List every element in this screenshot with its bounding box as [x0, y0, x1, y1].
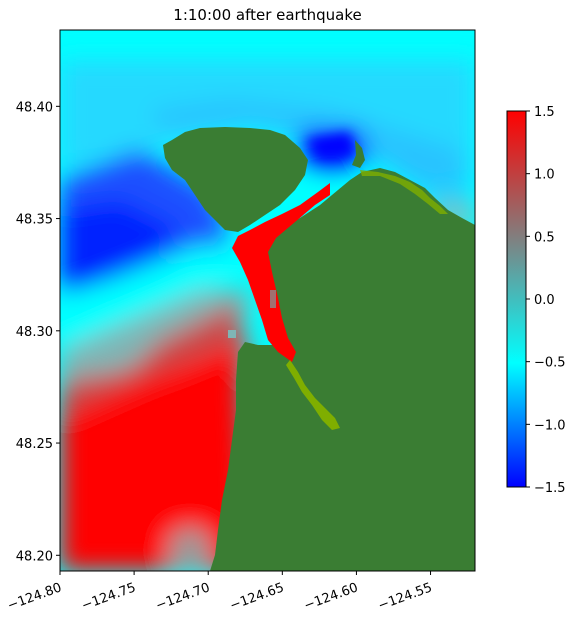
- x-tick-label: −124.75: [80, 580, 138, 613]
- wave-field: [60, 60, 475, 571]
- inlet-patch: [270, 290, 276, 308]
- colorbar-tick-label: 0.5: [534, 230, 555, 245]
- y-tick-label: 48.25: [16, 437, 53, 452]
- blue-pocket: [305, 132, 355, 158]
- colorbar-tick-label: −0.5: [534, 356, 566, 371]
- colorbar: [507, 111, 526, 487]
- colorbar-tick-label: −1.5: [534, 481, 566, 496]
- colorbar-tick-label: 1.5: [534, 105, 555, 120]
- inlet-patch: [228, 330, 236, 338]
- y-axis: 48.20 48.25 48.30 48.35 48.40: [16, 100, 60, 564]
- colorbar-tick-label: 0.0: [534, 293, 555, 308]
- shallow-rim: [360, 170, 448, 214]
- y-tick-label: 48.40: [16, 100, 53, 115]
- colorbar-axis: −1.5 −1.0 −0.5 0.0 0.5 1.0 1.5: [526, 105, 566, 496]
- plot-frame: [59, 29, 476, 572]
- x-tick-label: −124.80: [6, 580, 64, 613]
- northern-spit: [352, 140, 365, 168]
- plot-area: [60, 30, 475, 571]
- y-tick-label: 48.30: [16, 325, 53, 340]
- x-tick-label: −124.65: [228, 580, 286, 613]
- colorbar-tick-label: −1.0: [534, 418, 566, 433]
- y-tick-label: 48.20: [16, 549, 53, 564]
- shallow-channel: [286, 360, 340, 430]
- x-tick-label: −124.60: [302, 580, 360, 613]
- x-axis: −124.80 −124.75 −124.70 −124.65 −124.60 −124.…: [6, 571, 434, 614]
- inlet-channel: [232, 183, 330, 362]
- x-tick-label: −124.55: [376, 580, 434, 613]
- northern-peninsula: [163, 127, 308, 232]
- colorbar-tick-label: 1.0: [534, 168, 555, 183]
- chart-title: 1:10:00 after earthquake: [173, 6, 362, 24]
- land-mass: [210, 168, 475, 571]
- y-tick-label: 48.35: [16, 213, 53, 228]
- x-tick-label: −124.70: [154, 580, 212, 613]
